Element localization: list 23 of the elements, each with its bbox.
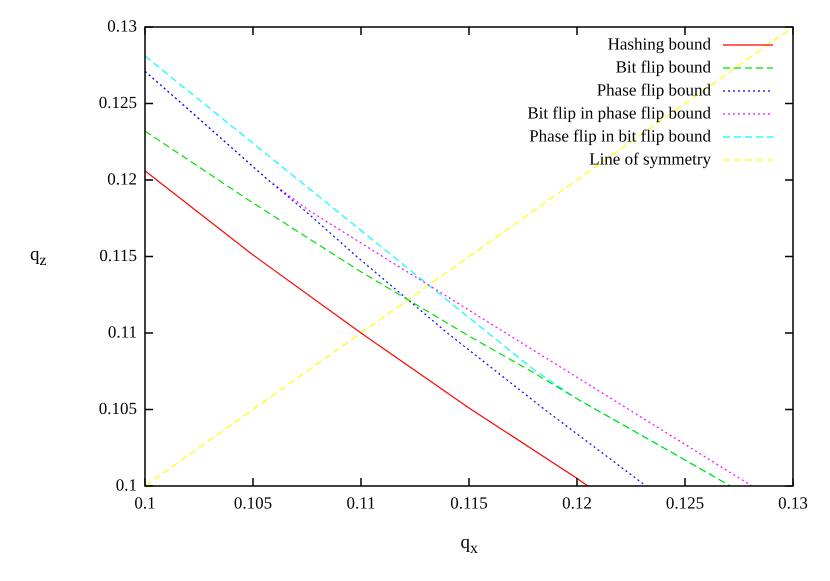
legend-label: Line of symmetry <box>589 149 712 168</box>
x-tick-label: 0.1 <box>134 494 156 513</box>
x-tick-label: 0.105 <box>234 494 272 513</box>
y-tick-label: 0.11 <box>108 322 137 342</box>
x-tick-label: 0.115 <box>450 494 488 513</box>
legend-label: Bit flip in phase flip bound <box>527 103 712 122</box>
x-tick-label: 0.12 <box>562 494 592 513</box>
legend-label: Phase flip bound <box>596 80 712 100</box>
x-axis-title: q$_{x}$ <box>460 532 478 558</box>
x-tick-label: 0.11 <box>346 494 376 513</box>
legend-label: Hashing bound <box>608 34 712 54</box>
y-tick-label: 0.12 <box>107 169 137 188</box>
line-series <box>145 130 731 486</box>
y-tick-label: 0.125 <box>98 92 137 112</box>
y-tick-label: 0.115 <box>99 246 137 265</box>
y-axis-title: q$_{z}$ <box>30 244 47 270</box>
legend-label: Phase flip in bit flip bound <box>529 126 712 146</box>
x-tick-label: 0.125 <box>666 494 704 513</box>
y-tick-label: 0.1 <box>116 475 137 494</box>
y-tick-label: 0.105 <box>98 398 137 418</box>
x-tick-label: 0.13 <box>778 494 808 513</box>
legend-label: Bit flip bound <box>616 57 712 76</box>
y-tick-label: 0.13 <box>107 16 137 36</box>
